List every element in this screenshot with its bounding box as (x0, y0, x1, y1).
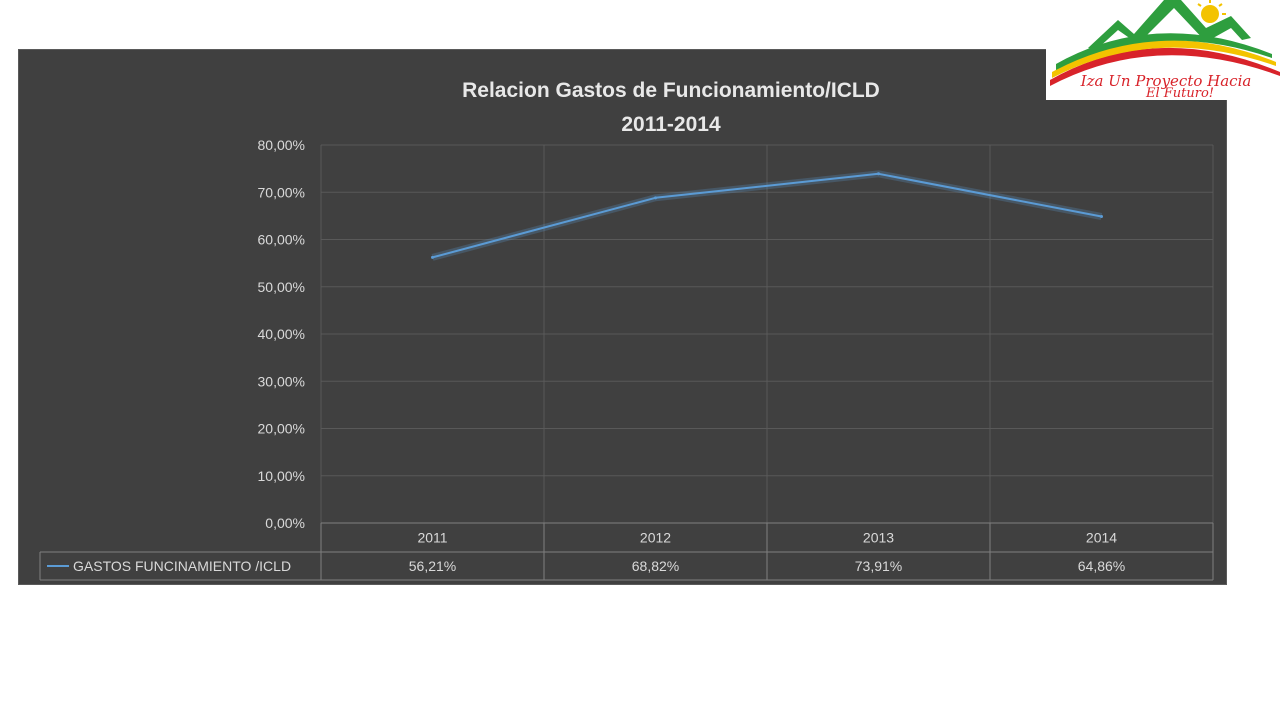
series-line (432, 172, 1102, 259)
line-chart: Relacion Gastos de Funcionamiento/ICLD 2… (39, 79, 1214, 581)
data-table-value: 68,82% (632, 558, 679, 574)
y-tick-label: 80,00% (258, 137, 305, 153)
logo-slogan-line1: Iza Un Proyecto Hacia (1080, 72, 1252, 90)
chart-subtitle: 2011-2014 (621, 113, 721, 136)
data-point (1100, 215, 1103, 219)
y-tick-label: 20,00% (258, 421, 305, 437)
chart-panel: Relacion Gastos de Funcionamiento/ICLD 2… (18, 49, 1227, 585)
y-tick-label: 40,00% (258, 326, 305, 342)
data-point (654, 196, 657, 200)
logo-slogan-line2: El Futuro! (1145, 86, 1214, 100)
data-point (431, 255, 434, 259)
logo-mountain-icon: Iza Un Proyecto Hacia El Futuro! (1050, 0, 1280, 101)
y-tick-label: 50,00% (258, 279, 305, 295)
data-table-value: 56,21% (409, 558, 456, 574)
y-tick-label: 70,00% (258, 184, 305, 200)
chart-title: Relacion Gastos de Funcionamiento/ICLD (462, 79, 880, 102)
x-category-label: 2011 (417, 530, 447, 546)
y-tick-label: 10,00% (258, 468, 305, 484)
x-category-label: 2012 (640, 530, 671, 546)
y-tick-label: 0,00% (265, 515, 305, 531)
y-tick-label: 60,00% (258, 232, 305, 248)
legend-series-name: GASTOS FUNCINAMIENTO /ICLD (73, 558, 291, 574)
data-table-value: 64,86% (1078, 558, 1125, 574)
data-table-value: 73,91% (855, 558, 902, 574)
data-point (877, 172, 880, 176)
y-tick-label: 30,00% (258, 373, 305, 389)
x-category-label: 2014 (1086, 530, 1117, 546)
municipality-logo: Iza Un Proyecto Hacia El Futuro! (1046, 0, 1280, 101)
x-category-label: 2013 (863, 530, 894, 546)
